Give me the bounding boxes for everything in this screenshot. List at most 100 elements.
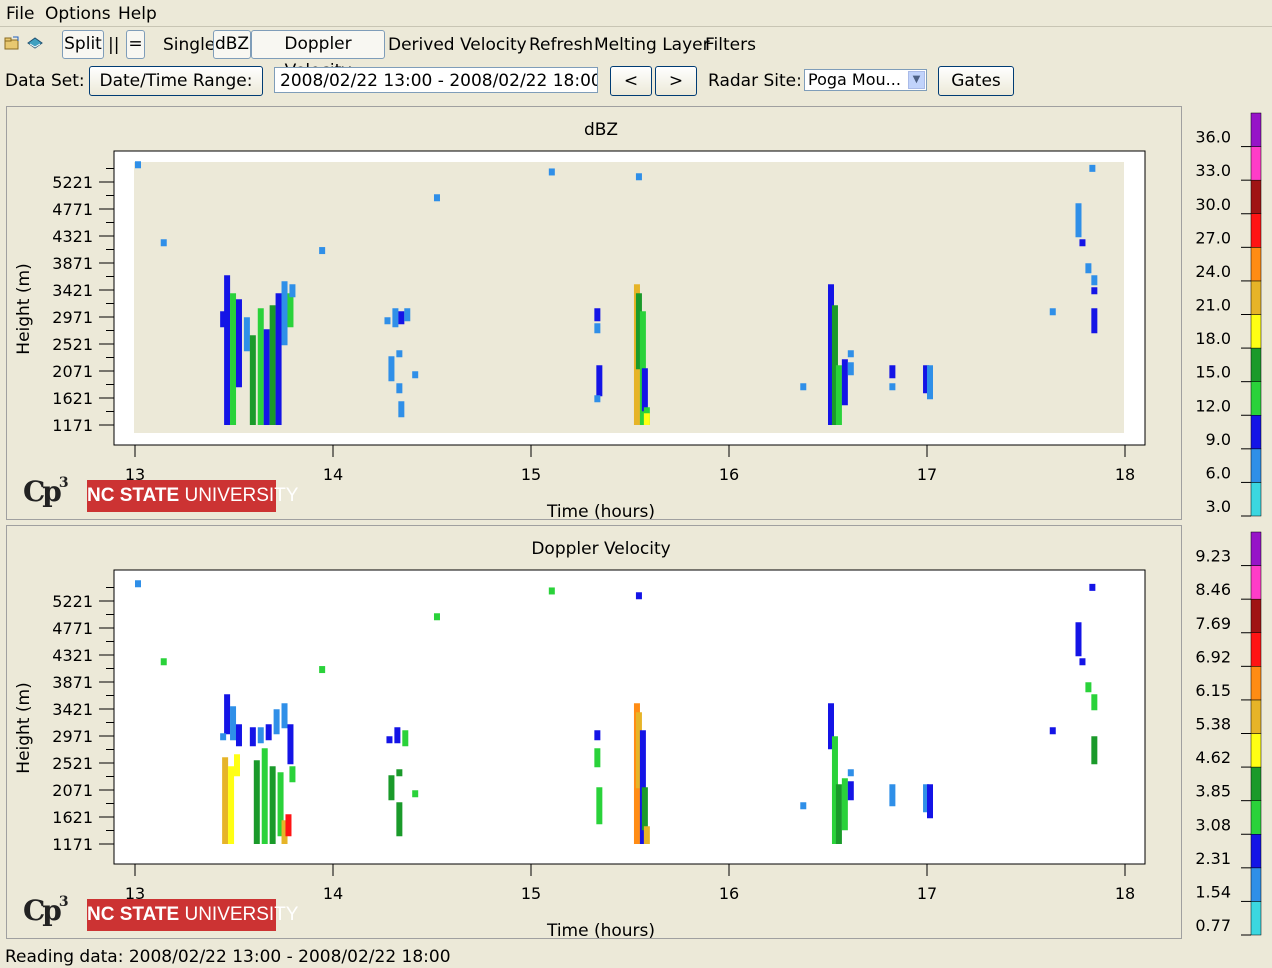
- dbz-plot-panel: dBZ 5221 4771 4321 3871 3421 2971 2521 2071 1621…: [6, 106, 1182, 520]
- velocity-colorbar-label: 3.08: [1195, 815, 1231, 834]
- dbz-echo-cell: [433, 194, 440, 202]
- status-bar: Reading data: 2008/02/22 13:00 - 2008/02…: [5, 947, 451, 967]
- derived-velocity-button[interactable]: Derived Velocity: [388, 35, 527, 55]
- split-button[interactable]: Split: [62, 30, 104, 59]
- velocity-echo-cell: [257, 727, 264, 744]
- menu-file[interactable]: File: [6, 4, 35, 24]
- velocity-colorbar-label: 0.77: [1195, 916, 1231, 935]
- velocity-x-axis-label: Time (hours): [546, 921, 655, 938]
- cp3-logo-text: Cp: [23, 475, 62, 508]
- velocity-echo-cell: [800, 802, 807, 810]
- dbz-colorbar-label: 9.0: [1206, 430, 1231, 449]
- dbz-colorbar-label: 3.0: [1206, 497, 1231, 516]
- radar-site-select[interactable]: Poga Mou... ▼: [804, 69, 927, 91]
- dbz-echo-cell: [235, 299, 242, 388]
- velocity-echo-cell: [1085, 682, 1092, 693]
- dbz-colorbar-swatch: [1250, 314, 1262, 349]
- previous-button[interactable]: <: [610, 66, 652, 96]
- menu-options[interactable]: Options: [45, 4, 111, 24]
- stacked-button[interactable]: =: [126, 30, 145, 59]
- doppler-velocity-button[interactable]: Doppler Velocity: [251, 30, 385, 81]
- velocity-logo: Cp3 NC STATE UNIVERSITY: [23, 894, 299, 936]
- velocity-echo-cell: [269, 766, 276, 844]
- dbz-echo-cell: [384, 317, 391, 325]
- dbz-y-tick-label: 5221: [52, 173, 93, 192]
- velocity-echo-cell: [1091, 694, 1098, 711]
- dbz-plot[interactable]: dBZ 5221 4771 4321 3871 3421 2971 2521 2071 1621…: [7, 107, 1181, 519]
- dbz-colorbar-label: 27.0: [1195, 228, 1231, 247]
- save-book-icon[interactable]: [27, 35, 43, 51]
- velocity-echo-cell: [847, 769, 854, 777]
- velocity-echo-cell: [224, 694, 231, 735]
- dbz-echo-cell: [263, 329, 270, 425]
- date-time-range-field[interactable]: 2008/02/22 13:00 - 2008/02/22 18:00: [274, 67, 598, 93]
- velocity-y-tick-label: 2071: [52, 781, 93, 800]
- chevron-down-icon[interactable]: ▼: [908, 71, 925, 89]
- open-folder-icon[interactable]: [4, 35, 20, 51]
- gates-button[interactable]: Gates: [938, 66, 1014, 96]
- velocity-echo-cell: [1089, 583, 1096, 591]
- single-button[interactable]: Single: [163, 35, 216, 55]
- velocity-echo-cell: [285, 814, 292, 837]
- velocity-echo-cell: [253, 760, 260, 844]
- dbz-echo-cell: [841, 359, 848, 406]
- velocity-colorbar-swatch: [1250, 733, 1262, 768]
- dbz-echo-cell: [641, 368, 648, 412]
- dbz-echo-cell: [249, 335, 256, 425]
- velocity-echo-cell: [596, 787, 603, 825]
- dbz-echo-cell: [889, 365, 896, 379]
- velocity-echo-cell: [643, 826, 650, 844]
- dbz-y-tick-label: 2071: [52, 362, 93, 381]
- velocity-colorbar-swatch: [1250, 531, 1262, 566]
- velocity-y-tick-label: 3421: [52, 700, 93, 719]
- dbz-echo-cell: [596, 365, 603, 397]
- dbz-colorbar-swatch: [1250, 146, 1262, 181]
- dbz-colorbar-swatch: [1250, 112, 1262, 147]
- velocity-y-tick-label: 4771: [52, 619, 93, 638]
- filters-button[interactable]: Filters: [705, 35, 756, 55]
- dbz-button[interactable]: dBZ: [213, 30, 251, 59]
- dbz-x-tick-label: 15: [521, 465, 541, 484]
- velocity-colorbar-swatch: [1250, 598, 1262, 633]
- menu-help[interactable]: Help: [118, 4, 157, 24]
- velocity-echo-cell: [923, 784, 930, 813]
- dbz-colorbar-swatch: [1250, 247, 1262, 282]
- refresh-button[interactable]: Refresh: [529, 35, 594, 55]
- dbz-echo-cell: [398, 401, 405, 418]
- doppler-velocity-plot[interactable]: Doppler Velocity 5221 4771 4321 3871 3421 297…: [7, 526, 1181, 938]
- radar-site-label: Radar Site:: [708, 71, 802, 91]
- dbz-echo-cell: [404, 308, 411, 322]
- dbz-echo-cell: [635, 293, 642, 370]
- velocity-echo-cell: [841, 778, 848, 831]
- dbz-echo-cell: [135, 161, 141, 169]
- dbz-echo-cell: [160, 239, 167, 247]
- velocity-echo-cell: [594, 748, 601, 768]
- dbz-colorbar-swatch: [1250, 347, 1262, 382]
- next-button[interactable]: >: [655, 66, 697, 96]
- dbz-echo-cell: [398, 311, 405, 325]
- cp3-logo: Cp3: [23, 474, 69, 508]
- ncsu-logo-rest: UNIVERSITY: [179, 904, 299, 925]
- dbz-plot-title: dBZ: [584, 120, 618, 140]
- velocity-echo-cell: [281, 820, 288, 844]
- velocity-echo-cell: [402, 730, 409, 747]
- dbz-echo-cell: [847, 350, 854, 358]
- dbz-y-tick-label: 2971: [52, 308, 93, 327]
- dbz-echo-cell: [1091, 275, 1098, 286]
- melting-layer-button[interactable]: Melting Layer: [594, 35, 710, 55]
- velocity-x-tick-label: 16: [719, 884, 739, 903]
- dbz-colorbar-label: 33.0: [1195, 161, 1231, 180]
- dbz-colorbar-label: 6.0: [1206, 463, 1231, 482]
- dbz-echo-cell: [220, 311, 227, 328]
- dbz-echo-cell: [594, 395, 601, 403]
- dbz-echo-cell: [230, 293, 237, 425]
- dbz-echo-cell: [831, 305, 838, 425]
- side-by-side-button[interactable]: ||: [108, 35, 120, 55]
- velocity-colorbar-label: 7.69: [1195, 614, 1231, 633]
- velocity-echo-cell: [273, 709, 280, 735]
- date-time-range-button[interactable]: Date/Time Range:: [89, 66, 263, 96]
- velocity-echo-cell: [394, 727, 401, 744]
- velocity-echo-cell: [386, 736, 393, 744]
- velocity-echo-cell: [635, 592, 642, 600]
- cp3-logo-sup: 3: [58, 474, 69, 491]
